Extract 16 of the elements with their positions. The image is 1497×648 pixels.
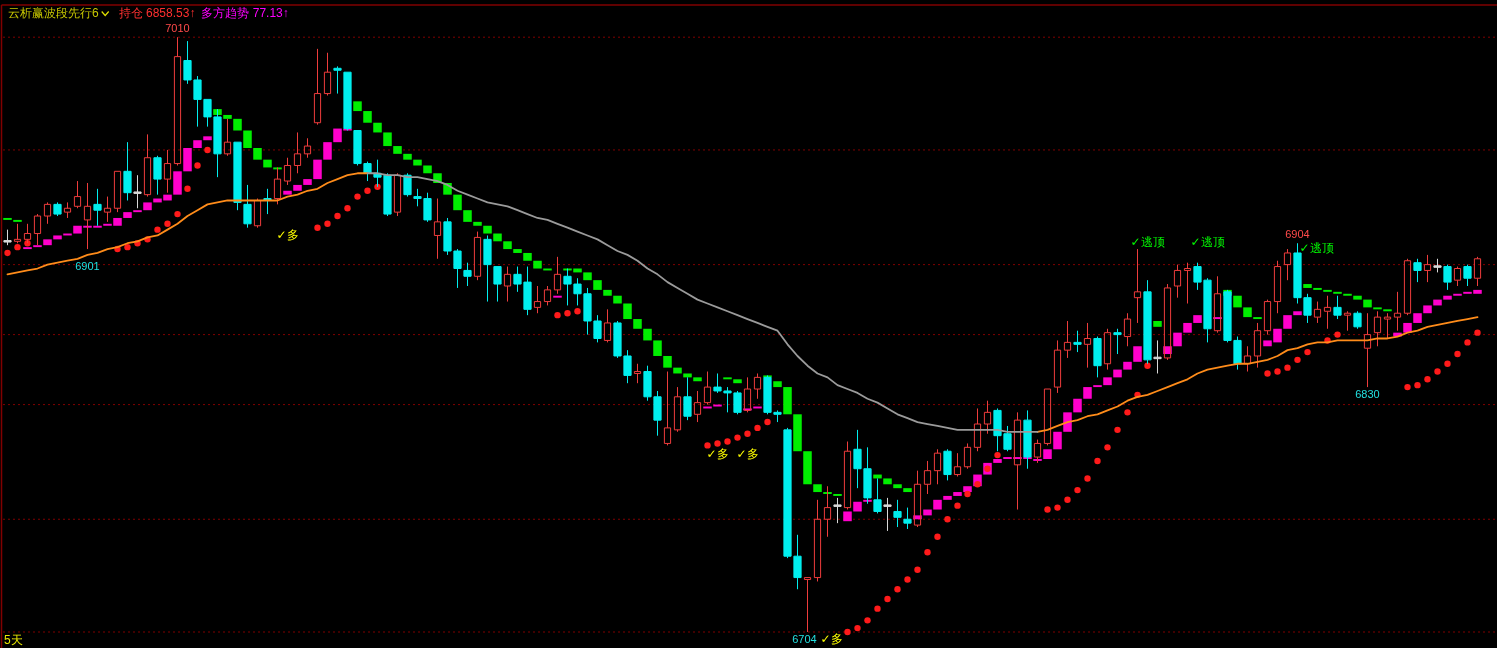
annotation: ✓多 [706,446,729,461]
annotation: 6704 [792,632,817,645]
annotation: 6904 [1285,228,1310,241]
annotation: 6901 [75,259,100,272]
text: 持仓 6858.53↑ [118,6,196,20]
annotation: 6830 [1355,387,1380,400]
annotation: 7010 [165,22,190,35]
annotation: ✓逃顶 [1130,234,1165,249]
chart-title: 云析赢波段先行6 [8,6,99,20]
annotation: ✓逃顶 [1190,234,1225,249]
annotation: ✓多 [736,446,759,461]
annotation: ✓多 [820,631,843,646]
text: 多方趋势 77.13↑ [201,6,289,20]
annotation: ✓多 [276,227,299,242]
text: 5天 [4,633,23,647]
annotation: ✓逃顶 [1299,240,1334,255]
